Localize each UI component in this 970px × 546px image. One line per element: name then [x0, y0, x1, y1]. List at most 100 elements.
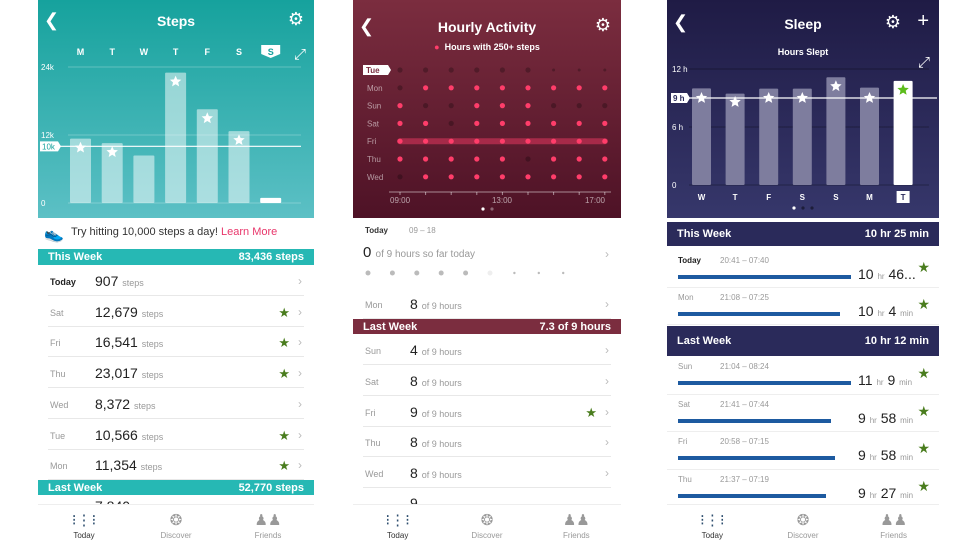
nav-today[interactable]: ⁝⋮⁝ Today — [49, 505, 119, 546]
nav-friends[interactable]: ♟♟ Friends — [859, 505, 929, 546]
minutes-unit: min — [899, 378, 913, 387]
tip-text: Try hitting 10,000 steps a day! Learn Mo… — [71, 226, 277, 238]
nav-today[interactable]: ⁝⋮⁝ Today — [363, 505, 433, 546]
today-summary[interactable]: 0 of 9 hours so far today — [363, 244, 475, 261]
list-item[interactable]: Mon 8 of 9 hours › — [363, 288, 611, 319]
star-icon: ★ — [278, 304, 290, 320]
this-week-header: This Week 83,436 steps — [38, 249, 314, 265]
list-item[interactable]: Sat 12,679 steps ★ › — [48, 296, 304, 327]
partial-row-value: 9 — [410, 495, 418, 511]
active-hour-dot — [397, 156, 403, 162]
row-label: Sat — [367, 119, 380, 128]
day-label: T — [109, 47, 115, 57]
gear-icon[interactable]: ⚙ — [287, 9, 304, 29]
nav-label: Today — [701, 531, 723, 540]
row-day: Sat — [365, 376, 379, 387]
list-item[interactable]: Thu 23,017 steps ★ › — [48, 357, 304, 389]
sleep-list-item[interactable]: Sat 21:41 – 07:44 9 hr 58 min ★ — [667, 395, 939, 432]
list-item[interactable]: Tue 10,566 steps ★ › — [48, 419, 304, 450]
sleep-list-item[interactable]: Today 20:41 – 07:40 10 hr 46... ★ — [667, 251, 939, 288]
active-hour-dot — [499, 85, 505, 91]
star-icon: ★ — [917, 477, 930, 494]
active-hour-dot — [423, 156, 429, 162]
nav-today[interactable]: ⁝⋮⁝ Today — [677, 505, 747, 546]
sleep-list-item[interactable]: Fri 20:58 – 07:15 9 hr 58 min ★ — [667, 432, 939, 470]
x-tick-label: 09:00 — [390, 196, 411, 205]
row-unit: steps — [141, 431, 164, 442]
star-icon: ★ — [917, 440, 930, 456]
back-button[interactable]: ❮ — [673, 12, 689, 32]
sleep-list-item[interactable]: Mon 21:08 – 07:25 10 hr 4 min ★ — [667, 288, 939, 325]
active-hour-dot — [448, 156, 454, 162]
sleep-chart: 12 h 6 h 0 Hours Slept ⤢ W T F S S M T 9 h — [671, 47, 937, 210]
compass-icon: ❂ — [169, 512, 183, 529]
list-item[interactable]: Wed 8,372 steps › — [48, 388, 304, 419]
legend-dot-icon: ● — [434, 42, 440, 52]
list-item[interactable]: Today 907 steps › — [48, 265, 304, 296]
today-value: 0 — [363, 244, 372, 261]
row-unit: steps — [141, 370, 164, 381]
nav-discover[interactable]: ❂ Discover — [452, 505, 522, 546]
list-item[interactable]: Thu 8 of 9 hours › — [363, 426, 611, 458]
day-label: S — [833, 193, 839, 202]
bar — [692, 88, 711, 185]
list-item[interactable]: Fri 16,541 steps ★ › — [48, 326, 304, 358]
chevron-right-icon: › — [298, 335, 302, 350]
active-hour-dot — [525, 138, 531, 144]
active-hour-dot — [602, 85, 608, 91]
row-day: Fri — [50, 338, 61, 349]
minutes-value: 27 — [880, 484, 897, 501]
inactive-hour-dot — [397, 85, 403, 91]
nav-friends[interactable]: ♟♟ Friends — [541, 505, 611, 546]
row-unit: steps — [140, 462, 163, 473]
nav-friends[interactable]: ♟♟ Friends — [233, 505, 303, 546]
minutes-unit: min — [900, 415, 914, 425]
hours-unit: hr — [869, 415, 877, 425]
nav-discover[interactable]: ❂ Discover — [141, 505, 211, 546]
list-item[interactable]: Fri 9 of 9 hours ★ › — [363, 396, 611, 427]
list-item[interactable]: Sat 8 of 9 hours › — [363, 365, 611, 396]
plus-icon[interactable]: + — [917, 10, 929, 32]
bar — [725, 93, 745, 185]
today-hour-dot — [438, 270, 444, 276]
steps-screen: ❮ Steps ⚙ 24k 12k 0 M T W T F S S 10k ⤢ 👟 Try hitti… — [38, 0, 314, 546]
row-value: 12,679 — [95, 303, 138, 320]
active-hour-dot — [551, 156, 557, 162]
inactive-hour-dot — [602, 103, 608, 109]
list-item[interactable]: Sun 4 of 9 hours › — [363, 334, 611, 365]
sleep-list-item[interactable]: Thu 21:37 – 07:19 9 hr 27 min ★ — [667, 470, 939, 507]
today-badge-label: S — [268, 47, 274, 57]
star-icon: ★ — [278, 458, 290, 474]
x-tick-label: 13:00 — [492, 196, 513, 205]
nav-label: Discover — [160, 531, 192, 540]
row-duration: 11 hr 9 min — [858, 372, 912, 388]
today-badge — [261, 45, 281, 58]
today-text: of 9 hours so far today — [375, 249, 476, 260]
last-week-header: Last Week 10 hr 12 min — [667, 326, 939, 356]
minutes-unit: min — [900, 490, 914, 500]
gear-icon[interactable]: ⚙ — [594, 15, 611, 35]
learn-more-link[interactable]: Learn More — [221, 226, 278, 238]
sleep-header: ❮ Sleep ⚙ + 12 h 6 h 0 Hours Slept ⤢ W T F S S M T 9… — [667, 0, 939, 218]
active-hour-dot — [525, 174, 531, 180]
back-button[interactable]: ❮ — [44, 10, 60, 30]
nav-discover[interactable]: ❂ Discover — [768, 505, 838, 546]
chevron-right-icon[interactable]: › — [605, 247, 609, 261]
day-label: F — [766, 193, 771, 202]
row-day: Today — [678, 256, 701, 265]
gear-icon[interactable]: ⚙ — [884, 12, 901, 32]
active-hour-dot — [474, 120, 480, 126]
active-hour-dot — [423, 174, 429, 180]
chevron-right-icon: › — [605, 466, 609, 481]
list-item[interactable]: Mon 11,354 steps ★ › — [48, 449, 304, 481]
active-hour-dot — [474, 174, 480, 180]
back-button[interactable]: ❮ — [359, 16, 375, 36]
chevron-right-icon: › — [298, 304, 302, 319]
active-hour-dot — [397, 138, 403, 144]
today-hour-dots — [365, 270, 565, 276]
y-tick-label: 12k — [41, 131, 55, 140]
list-item[interactable]: Wed 8 of 9 hours › — [363, 457, 611, 489]
row-time-range: 21:04 – 08:24 — [720, 362, 769, 371]
active-hour-dot — [551, 138, 557, 144]
sleep-list-item[interactable]: Sun 21:04 – 08:24 11 hr 9 min ★ — [667, 357, 939, 395]
